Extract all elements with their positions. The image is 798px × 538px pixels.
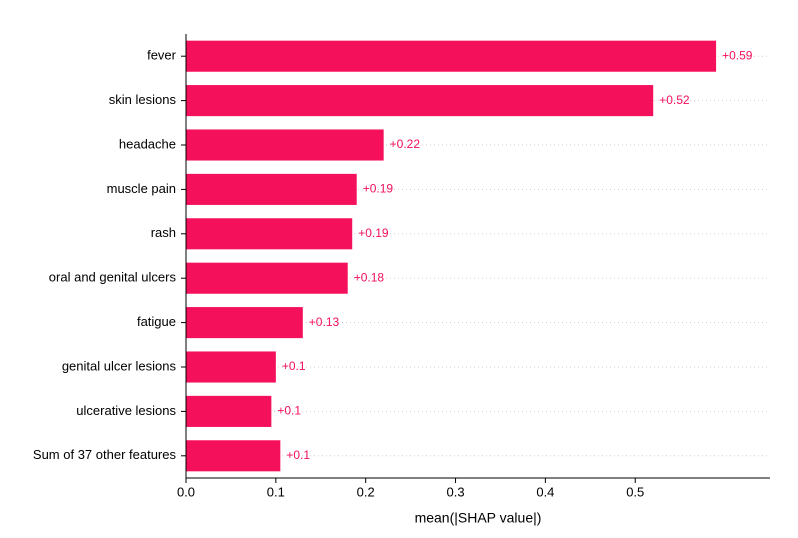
x-tick-label: 0.2 — [357, 485, 375, 500]
bar — [186, 396, 271, 427]
bar — [186, 263, 348, 294]
y-tick-label: rash — [151, 225, 176, 240]
value-label: +0.13 — [309, 315, 340, 329]
value-label: +0.59 — [722, 48, 753, 62]
bar — [186, 218, 352, 249]
x-tick-label: 0.1 — [267, 485, 285, 500]
value-label: +0.22 — [390, 137, 421, 151]
bar — [186, 307, 303, 338]
value-label: +0.52 — [659, 93, 690, 107]
x-tick-label: 0.0 — [177, 485, 195, 500]
y-tick-label: Sum of 37 other features — [33, 447, 177, 462]
value-label: +0.1 — [277, 404, 301, 418]
value-label: +0.19 — [358, 226, 389, 240]
bar — [186, 129, 384, 160]
y-tick-label: headache — [119, 136, 176, 151]
y-tick-label: genital ulcer lesions — [62, 358, 177, 373]
value-label: +0.18 — [354, 270, 385, 284]
y-tick-label: muscle pain — [107, 181, 176, 196]
value-label: +0.19 — [363, 182, 394, 196]
bar — [186, 351, 276, 382]
value-label: +0.1 — [282, 359, 306, 373]
y-tick-label: skin lesions — [109, 92, 177, 107]
bar — [186, 41, 716, 72]
bar — [186, 85, 653, 116]
shap-bar-chart: +0.59 +0.52 +0.22 +0.19 +0.19 +0.18 +0.13 +0.1 +… — [0, 0, 798, 538]
x-tick-label: 0.3 — [446, 485, 464, 500]
x-tick-label: 0.5 — [626, 485, 644, 500]
x-tick-label: 0.4 — [536, 485, 554, 500]
y-tick-label: oral and genital ulcers — [49, 270, 177, 285]
value-label: +0.1 — [286, 448, 310, 462]
x-axis-label: mean(|SHAP value|) — [415, 509, 542, 525]
y-tick-label: fatigue — [137, 314, 176, 329]
bar — [186, 440, 280, 471]
y-tick-label: ulcerative lesions — [76, 403, 176, 418]
bar — [186, 174, 357, 205]
y-tick-label: fever — [147, 48, 177, 63]
